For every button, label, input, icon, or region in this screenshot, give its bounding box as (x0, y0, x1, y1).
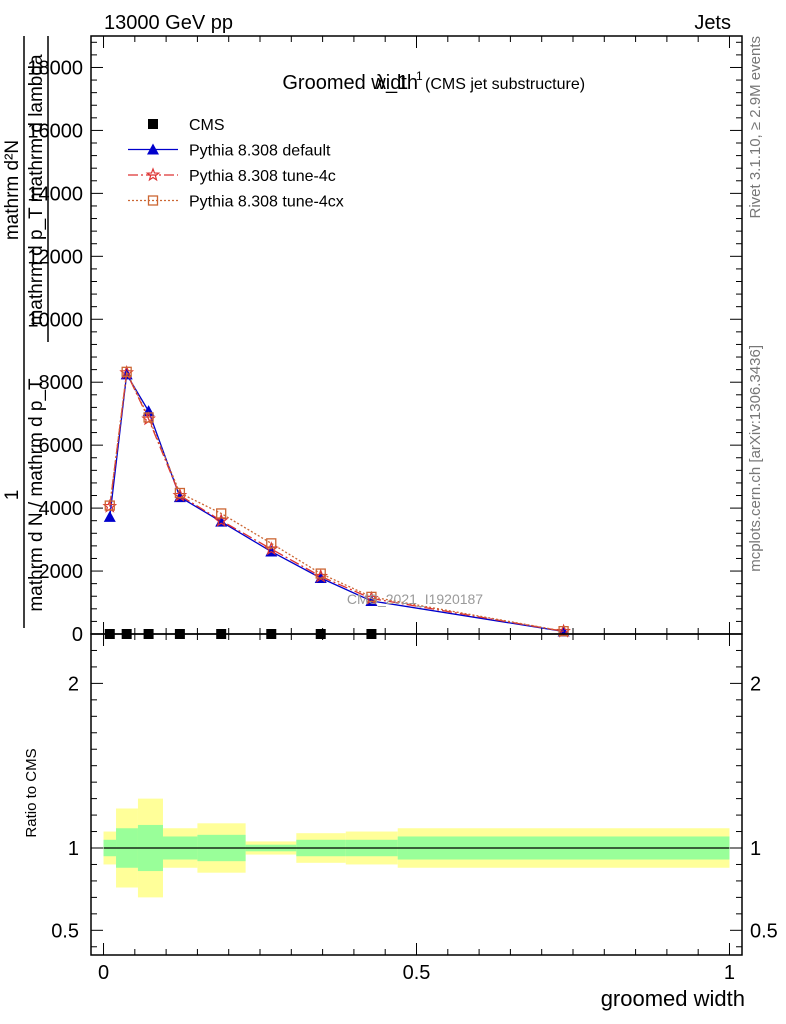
legend-label-2: Pythia 8.308 tune-4c (189, 168, 336, 185)
legend: CMS Pythia 8.308 default Pythia 8.308 tune… (128, 117, 344, 211)
ylabel-numerator-line-2: mathrm d p_T mathrm d lambda (26, 54, 47, 325)
main-y-tick-label: 14000 (27, 183, 83, 205)
x-tick-label: 0.5 (403, 962, 431, 984)
data-point-3-1 (121, 366, 132, 377)
main-y-tick-label: 2000 (39, 561, 84, 583)
main-y-tick-label: 6000 (39, 435, 84, 457)
x-tick-label: 0 (98, 962, 109, 984)
legend-label-1: Pythia 8.308 default (189, 143, 331, 160)
data-point-3-2 (143, 412, 154, 423)
svg-text:Groomed width: Groomed width (282, 72, 418, 94)
legend-marker-2 (145, 167, 161, 182)
series-line-3 (109, 369, 564, 632)
legend-label-0: CMS (189, 117, 225, 134)
ratio-y-tick-label: 1 (68, 838, 79, 860)
data-point-3-7 (366, 591, 377, 603)
ratio-y-tick-label: 2 (68, 673, 79, 695)
series-3 (104, 366, 569, 637)
main-plot-panel: 0 2000 4000 6000 8000 10000 12000 14000 16000 180… (27, 35, 743, 646)
legend-label-3: Pythia 8.308 tune-4cx (189, 194, 344, 211)
data-point-3-4 (216, 508, 227, 519)
legend-marker-3 (147, 195, 159, 206)
mcplots-credit-label: mcplots.cern.ch [arXiv:1306.3436] (747, 345, 764, 572)
ratio-y-tick-label-right: 1 (750, 838, 761, 860)
main-y-tick-label: 10000 (27, 309, 83, 331)
analysis-watermark: CMS_2021_I1920187 (347, 591, 483, 607)
energy-label: 13000 GeV pp (104, 12, 233, 34)
ratio-y-axis-label: Ratio to CMS (23, 748, 40, 837)
ratio-y-tick-label-right: 2 (750, 673, 761, 695)
legend-marker-0 (148, 119, 158, 129)
series-line-1 (109, 372, 564, 633)
legend-marker-1 (147, 143, 159, 155)
main-y-tick-label: 16000 (27, 120, 83, 142)
data-point-3-8 (558, 626, 569, 637)
plot-title-text: Groomed width (282, 72, 418, 94)
main-y-tick-label: 8000 (39, 372, 84, 394)
plot-title-symbol: λ_1 (376, 72, 408, 94)
data-point-2-4 (213, 512, 229, 527)
main-y-tick-label: 12000 (27, 246, 83, 268)
ratio-y-tick-label: 0.5 (51, 920, 79, 942)
series-2 (102, 365, 571, 638)
rivet-version-label: Rivet 3.1.10, ≥ 2.9M events (747, 36, 764, 219)
main-y-axis-label: mathrm d²N mathrm d p_T mathrm d lambda … (2, 36, 49, 628)
ylabel-numerator-line-1: mathrm d²N (2, 140, 23, 240)
plot-title-superscript: 1 (416, 69, 423, 83)
x-axis-label: groomed width (601, 986, 745, 1011)
main-y-tick-label: 0 (72, 624, 83, 646)
plot-title: Groomed width λ_1 1 (CMS jet substructur… (282, 69, 585, 94)
main-y-tick-label: 4000 (39, 498, 84, 520)
data-point-3-5 (266, 538, 277, 549)
svg-text:λ_1 1: λ_1 1 (376, 69, 423, 94)
ylabel-denominator: mathrm d N / mathrm d p_T (26, 378, 47, 612)
data-point-1-0 (103, 510, 116, 522)
main-y-tick-label: 18000 (27, 57, 83, 79)
ratio-panel-frame (90, 633, 743, 956)
ratio-y-tick-label-right: 0.5 (750, 920, 778, 942)
data-point-3-0 (104, 500, 115, 511)
plot-subtitle: (CMS jet substructure) (425, 76, 585, 93)
ratio-plot-panel: 0 0.5 1 0.5 0.5 1 1 2 2 (51, 633, 778, 984)
process-label: Jets (694, 12, 731, 34)
data-point-3-3 (174, 487, 186, 499)
ylabel-fraction-one: 1 (2, 490, 23, 501)
series-1 (103, 368, 570, 637)
data-point-3-6 (315, 568, 326, 579)
x-tick-label: 1 (724, 962, 735, 984)
